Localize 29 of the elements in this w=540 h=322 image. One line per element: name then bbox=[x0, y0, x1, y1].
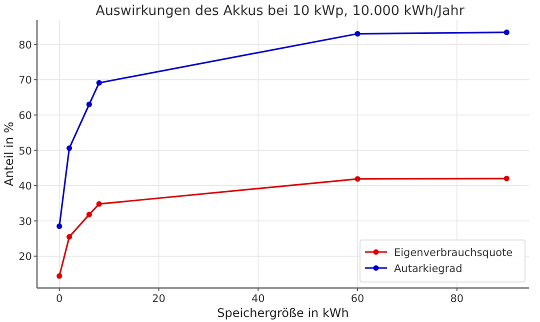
y-tick-label: 60 bbox=[18, 110, 32, 122]
x-tick-label: 80 bbox=[450, 293, 464, 305]
point bbox=[56, 223, 62, 230]
point bbox=[86, 102, 92, 108]
y-tick-label: 70 bbox=[18, 74, 32, 87]
chart-title: Auswirkungen des Akkus bei 10 kWp, 10.000 kWh/Jahr bbox=[96, 3, 465, 19]
legend-label: Autarkiegrad bbox=[394, 263, 462, 275]
x-tick-label: 20 bbox=[152, 293, 166, 305]
x-axis-title: Speichergröße in kWh bbox=[217, 306, 349, 320]
y-tick-label: 20 bbox=[18, 251, 32, 264]
point bbox=[66, 234, 72, 240]
point bbox=[56, 273, 62, 279]
point bbox=[354, 176, 360, 182]
x-tick-label: 60 bbox=[350, 293, 364, 305]
point bbox=[66, 145, 72, 151]
point bbox=[96, 201, 102, 207]
y-tick-label: 50 bbox=[18, 145, 32, 158]
y-axis-title: Anteil in % bbox=[2, 122, 16, 186]
x-tick-label: 0 bbox=[56, 293, 63, 305]
point bbox=[354, 30, 360, 37]
y-tick-label: 30 bbox=[18, 216, 32, 228]
point bbox=[86, 212, 92, 218]
legend-label: Eigenverbrauchsquote bbox=[394, 247, 513, 259]
point bbox=[96, 80, 102, 86]
y-tick-label: 80 bbox=[18, 39, 32, 52]
point bbox=[504, 176, 510, 182]
point bbox=[504, 30, 510, 36]
x-tick-label: 40 bbox=[251, 293, 265, 305]
y-tick-label: 40 bbox=[18, 180, 32, 193]
